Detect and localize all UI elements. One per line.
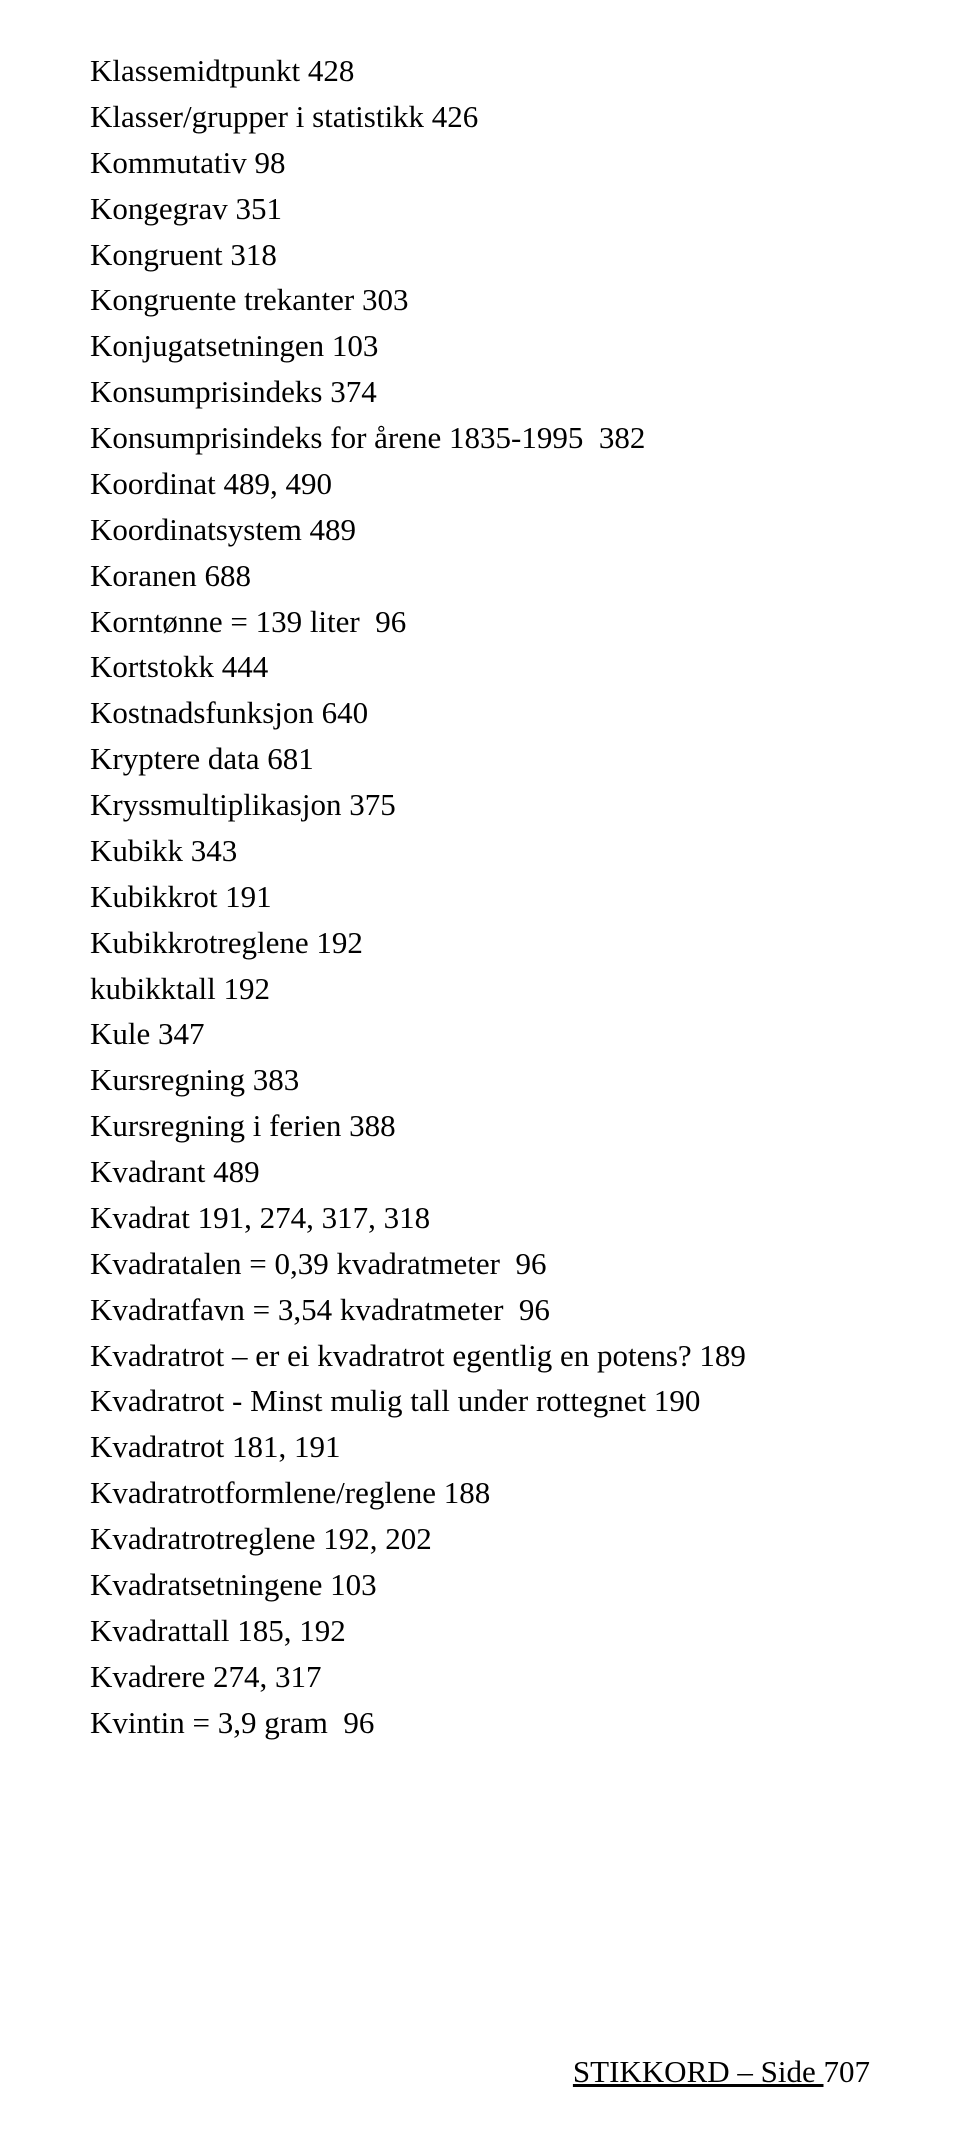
index-entry: Kostnadsfunksjon 640 (90, 690, 870, 736)
index-entry: Koranen 688 (90, 553, 870, 599)
page-footer: STIKKORD – Side 707 (573, 2054, 870, 2090)
index-entry: Konjugatsetningen 103 (90, 323, 870, 369)
index-entry: Klassemidtpunkt 428 (90, 48, 870, 94)
index-entry: Kryssmultiplikasjon 375 (90, 782, 870, 828)
index-entry: Kvadratfavn = 3,54 kvadratmeter 96 (90, 1287, 870, 1333)
index-entry: Kursregning 383 (90, 1057, 870, 1103)
index-entry: Kvadratsetningene 103 (90, 1562, 870, 1608)
index-list: Klassemidtpunkt 428 Klasser/grupper i st… (90, 48, 870, 1745)
index-entry: Kvadratrotformlene/reglene 188 (90, 1470, 870, 1516)
index-entry: Kommutativ 98 (90, 140, 870, 186)
index-entry: Kvadrant 489 (90, 1149, 870, 1195)
index-entry: Kvadrat 191, 274, 317, 318 (90, 1195, 870, 1241)
index-entry: Koordinat 489, 490 (90, 461, 870, 507)
index-entry: Kvadratrot 181, 191 (90, 1424, 870, 1470)
index-entry: Kongruente trekanter 303 (90, 277, 870, 323)
index-entry: Kubikk 343 (90, 828, 870, 874)
index-entry: Kvadratalen = 0,39 kvadratmeter 96 (90, 1241, 870, 1287)
index-entry: Konsumprisindeks 374 (90, 369, 870, 415)
index-entry: Kursregning i ferien 388 (90, 1103, 870, 1149)
index-entry: Korntønne = 139 liter 96 (90, 599, 870, 645)
index-entry: Kvadratrot – er ei kvadratrot egentlig e… (90, 1333, 870, 1379)
index-entry: Kvadrattall 185, 192 (90, 1608, 870, 1654)
index-entry: Kongegrav 351 (90, 186, 870, 232)
index-entry: Kvadrere 274, 317 (90, 1654, 870, 1700)
index-entry: kubikktall 192 (90, 966, 870, 1012)
index-entry: Kubikkrot 191 (90, 874, 870, 920)
index-entry: Kortstokk 444 (90, 644, 870, 690)
index-entry: Kvintin = 3,9 gram 96 (90, 1700, 870, 1746)
index-entry: Koordinatsystem 489 (90, 507, 870, 553)
index-entry: Kongruent 318 (90, 232, 870, 278)
index-entry: Kule 347 (90, 1011, 870, 1057)
index-entry: Kvadratrot - Minst mulig tall under rott… (90, 1378, 870, 1424)
footer-page-number: 707 (824, 2054, 871, 2089)
footer-label: STIKKORD – Side (573, 2054, 824, 2089)
index-entry: Kvadratrotreglene 192, 202 (90, 1516, 870, 1562)
index-entry: Konsumprisindeks for årene 1835-1995 382 (90, 415, 870, 461)
index-entry: Kubikkrotreglene 192 (90, 920, 870, 966)
index-entry: Klasser/grupper i statistikk 426 (90, 94, 870, 140)
index-entry: Kryptere data 681 (90, 736, 870, 782)
